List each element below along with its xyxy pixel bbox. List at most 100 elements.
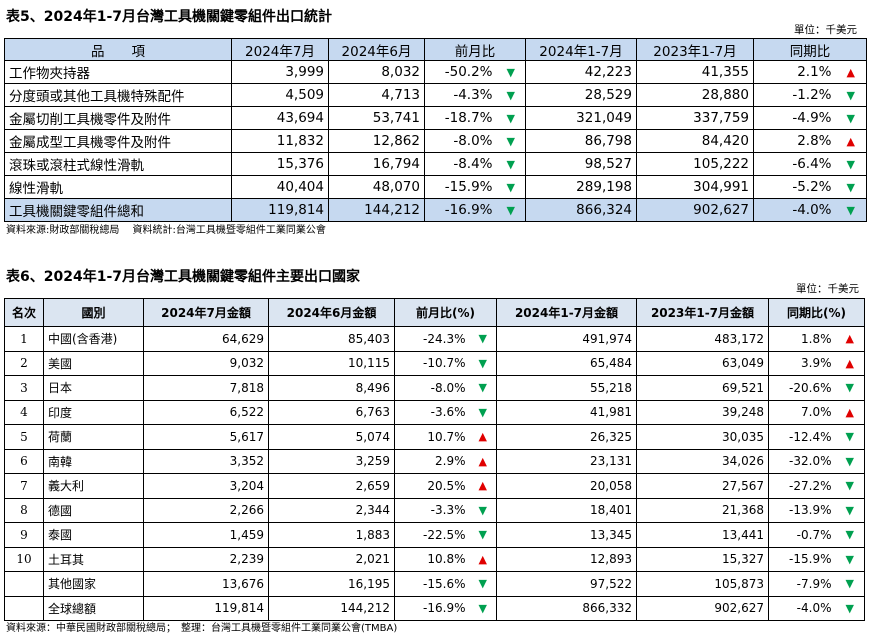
ytd23-amount: 902,627: [636, 595, 769, 621]
triangle-down-icon: ▼: [469, 522, 497, 548]
table6: 名次 國別 2024年7月金額 2024年6月金額 前月比(%) 2024年1-…: [4, 298, 865, 621]
country: 義大利: [43, 473, 144, 499]
table5: 品 項 2024年7月 2024年6月 前月比 2024年1-7月 2023年1…: [4, 38, 867, 222]
triangle-down-icon: ▼: [835, 424, 865, 450]
jul-value: 40,404: [231, 175, 329, 199]
jul-amount: 13,676: [143, 571, 269, 597]
jul-amount: 6,522: [143, 399, 269, 425]
country: 泰國: [43, 522, 144, 548]
table-row: 2 美國 9,032 10,115 -10.7% ▼ 65,484 63,049 3.9% ▲: [4, 350, 865, 376]
jul-value: 11,832: [231, 129, 329, 153]
mom-pct: -3.6%: [394, 399, 470, 425]
rank: 7: [4, 473, 44, 499]
table-row: 金屬切削工具機零件及附件 43,694 53,741 -18.7% ▼ 321,049 33…: [4, 106, 867, 130]
triangle-down-icon: ▼: [469, 595, 497, 621]
ytd23-amount: 105,873: [636, 571, 769, 597]
jun-amount: 2,344: [268, 497, 395, 523]
table-row: 全球總額 119,814 144,212 -16.9% ▼ 866,332 902,627-…: [4, 595, 865, 621]
triangle-down-icon: ▼: [496, 106, 526, 130]
ytd24-amount: 866,332: [496, 595, 637, 621]
table-row: 工作物夾持器 3,999 8,032 -50.2% ▼ 42,223 41,355 2.1% ▲: [4, 60, 867, 84]
mom-value: -18.7%: [424, 106, 497, 130]
item-name: 分度頭或其他工具機特殊配件: [4, 83, 232, 107]
table-row: 滾珠或滾柱式線性滑軌 15,376 16,794 -8.4% ▼ 98,527 105,22…: [4, 152, 867, 176]
mom-value: -4.3%: [424, 83, 497, 107]
jul-amount: 2,239: [143, 546, 269, 572]
triangle-down-icon: ▼: [835, 152, 867, 176]
rank: 6: [4, 448, 44, 474]
mom-value: -16.9%: [424, 198, 497, 222]
triangle-down-icon: ▼: [469, 326, 497, 352]
triangle-down-icon: ▼: [835, 497, 865, 523]
ytd23-amount: 63,049: [636, 350, 769, 376]
yoy-pct: -13.9%: [768, 497, 836, 523]
ytd23-amount: 34,026: [636, 448, 769, 474]
jun-value: 53,741: [328, 106, 425, 130]
jul-value: 3,999: [231, 60, 329, 84]
triangle-up-icon: ▲: [835, 399, 865, 425]
triangle-up-icon: ▲: [469, 448, 497, 474]
jun-value: 48,070: [328, 175, 425, 199]
jun-value: 144,212: [328, 198, 425, 222]
ytd23-amount: 21,368: [636, 497, 769, 523]
yoy-pct: -15.9%: [768, 546, 836, 572]
table-row: 金屬成型工具機零件及附件 11,832 12,862 -8.0% ▼ 86,798 84,4…: [4, 129, 867, 153]
country: 印度: [43, 399, 144, 425]
rank: 10: [4, 546, 44, 572]
col-header-yoy: 同期比: [753, 38, 867, 61]
rank: 2: [4, 350, 44, 376]
table5-source: 資料來源:財政部關稅總局 資料統計:台灣工具機暨零組件工業同業公會: [6, 225, 326, 236]
jul-amount: 119,814: [143, 595, 269, 621]
triangle-up-icon: ▲: [469, 424, 497, 450]
jul-amount: 3,204: [143, 473, 269, 499]
country: 其他國家: [43, 571, 144, 597]
ytd23-value: 304,991: [636, 175, 754, 199]
ytd24-amount: 18,401: [496, 497, 637, 523]
triangle-down-icon: ▼: [835, 595, 865, 621]
mom-value: -8.0%: [424, 129, 497, 153]
jun-amount: 5,074: [268, 424, 395, 450]
ytd23-value: 28,880: [636, 83, 754, 107]
jun-value: 4,713: [328, 83, 425, 107]
jun-amount: 1,883: [268, 522, 395, 548]
ytd23-value: 105,222: [636, 152, 754, 176]
yoy-value: -5.2%: [753, 175, 836, 199]
col-header-ytd23: 2023年1-7月: [636, 38, 754, 61]
triangle-up-icon: ▲: [835, 60, 867, 84]
mom-pct: -15.6%: [394, 571, 470, 597]
triangle-up-icon: ▲: [835, 129, 867, 153]
table-row: 7 義大利 3,204 2,659 20.5% ▲ 20,058 27,567 -27.2% ▼: [4, 473, 865, 499]
table-row: 其他國家 13,676 16,195 -15.6% ▼ 97,522 105,873 -7.9…: [4, 571, 865, 597]
jun-amount: 6,763: [268, 399, 395, 425]
table6-source: 資料來源：中華民國財政部關稅總局； 整理：台灣工具機暨零組件工業同業公會(TMB…: [6, 623, 398, 634]
col-header-ytd24-amount: 2024年1-7月金額: [496, 298, 637, 327]
yoy-pct: -27.2%: [768, 473, 836, 499]
table-row: 分度頭或其他工具機特殊配件 4,509 4,713 -4.3% ▼ 28,529 28,88…: [4, 83, 867, 107]
mom-pct: -3.3%: [394, 497, 470, 523]
jul-value: 119,814: [231, 198, 329, 222]
triangle-down-icon: ▼: [835, 83, 867, 107]
jul-amount: 64,629: [143, 326, 269, 352]
triangle-down-icon: ▼: [835, 473, 865, 499]
table5-unit: 單位：千美元: [794, 24, 857, 36]
yoy-value: 2.1%: [753, 60, 836, 84]
triangle-down-icon: ▼: [496, 83, 526, 107]
country: 土耳其: [43, 546, 144, 572]
jul-value: 43,694: [231, 106, 329, 130]
triangle-down-icon: ▼: [496, 198, 526, 222]
jul-amount: 1,459: [143, 522, 269, 548]
col-header-rank: 名次: [4, 298, 44, 327]
table-row: 8 德國 2,266 2,344 -3.3% ▼ 18,401 21,368 -13.9% ▼: [4, 497, 865, 523]
col-header-jun-amount: 2024年6月金額: [268, 298, 395, 327]
ytd23-amount: 39,248: [636, 399, 769, 425]
jul-amount: 3,352: [143, 448, 269, 474]
ytd24-amount: 41,981: [496, 399, 637, 425]
ytd23-value: 337,759: [636, 106, 754, 130]
triangle-down-icon: ▼: [496, 129, 526, 153]
triangle-down-icon: ▼: [835, 571, 865, 597]
yoy-value: -6.4%: [753, 152, 836, 176]
mom-pct: -24.3%: [394, 326, 470, 352]
mom-pct: -16.9%: [394, 595, 470, 621]
triangle-down-icon: ▼: [469, 571, 497, 597]
jun-value: 12,862: [328, 129, 425, 153]
